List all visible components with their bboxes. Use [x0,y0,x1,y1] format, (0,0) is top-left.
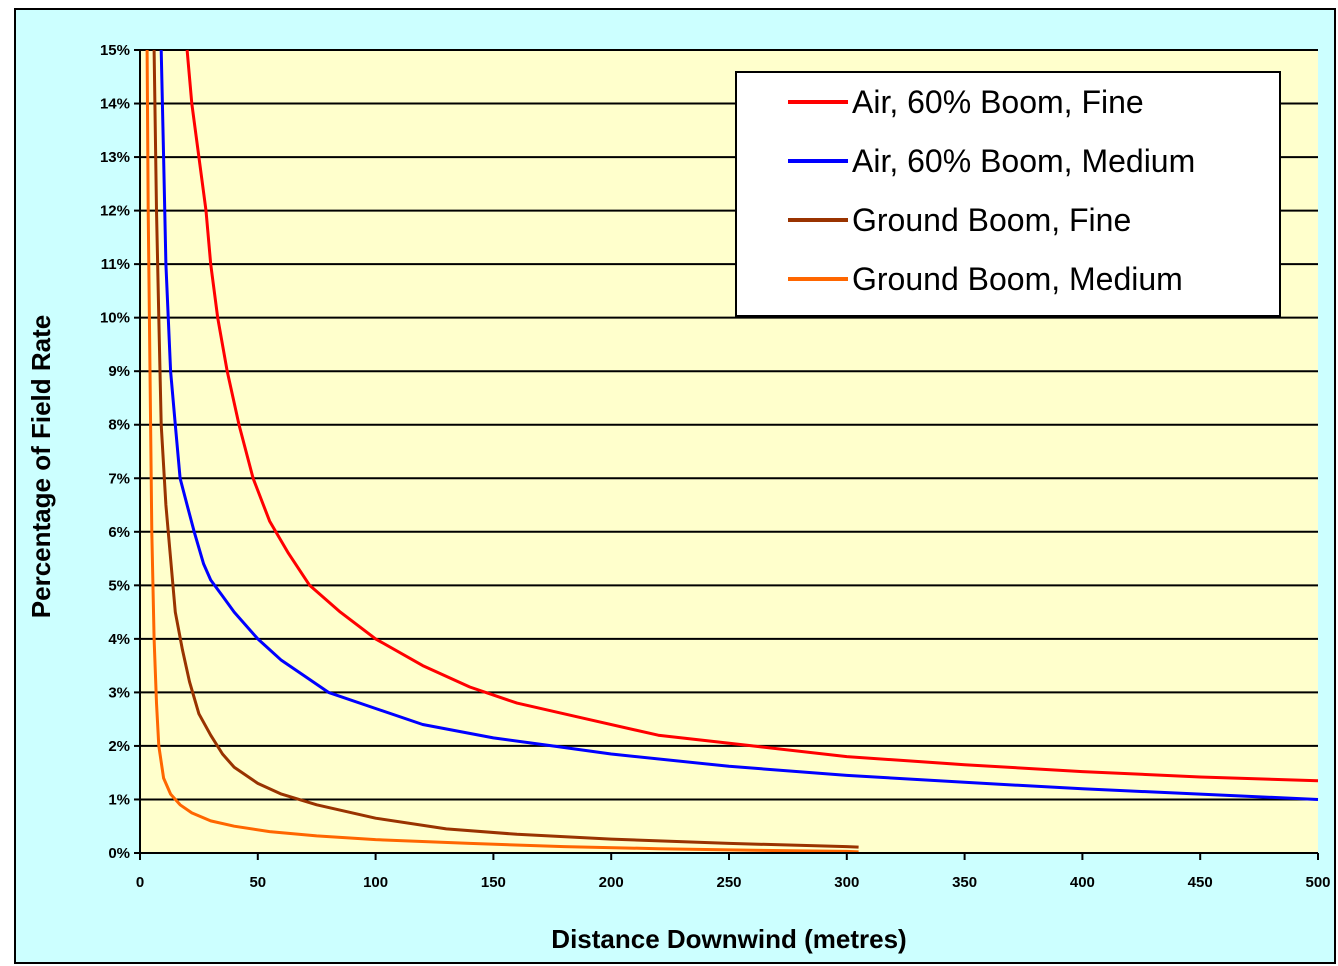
x-tick-label: 250 [716,874,741,891]
x-tick-label: 50 [249,874,266,891]
x-tick-label: 400 [1070,874,1095,891]
legend-label: Ground Boom, Fine [852,202,1131,238]
line-chart: 0% 1% 2% 3% 4% 5% 6% 7% 8% 9% 10% 11% 12% 13% 14% 15% 0 5… [26,42,1331,954]
series-line-3 [152,49,859,849]
y-axis-title: Percentage of Field Rate [26,315,56,618]
y-tick-label: 8% [108,417,130,434]
legend-box [735,71,1281,317]
x-axis-title: Distance Downwind (metres) [551,924,906,954]
x-tick-label: 200 [599,874,624,891]
series-lines [145,49,1319,854]
x-tick-label: 150 [481,874,506,891]
y-tick-label: 12% [100,203,130,220]
y-tick-label: 13% [100,149,130,166]
series-line-2 [159,49,1319,801]
y-tick-label: 2% [108,738,130,755]
series-line-1 [185,49,1319,783]
y-tick-label: 9% [108,363,130,380]
y-tick-label: 5% [108,577,130,594]
x-tick-label: 450 [1188,874,1213,891]
legend-label: Air, 60% Boom, Medium [852,143,1195,179]
axes [134,49,1319,860]
y-tick-label: 15% [100,42,130,59]
y-tick-label: 10% [100,310,130,327]
y-tick-label: 3% [108,684,130,701]
y-tick-label: 1% [108,791,130,808]
legend-label: Air, 60% Boom, Fine [852,84,1144,120]
y-tick-label: 11% [101,256,130,273]
x-tick-label: 300 [834,874,859,891]
y-tick-label: 6% [108,524,130,541]
legend: Air, 60% Boom, Fine Air, 60% Boom, Medium… [735,71,1281,317]
y-tick-label: 14% [100,96,130,113]
x-tick-label: 100 [363,874,388,891]
x-tick-label: 0 [136,874,144,891]
x-tick-label: 500 [1305,874,1330,891]
x-tick-label: 350 [952,874,977,891]
tick-labels: 0% 1% 2% 3% 4% 5% 6% 7% 8% 9% 10% 11% 12% 13% 14% 15% 0 5… [100,42,1331,891]
series-line-4 [145,49,859,854]
y-tick-label: 7% [108,470,130,487]
y-tick-label: 0% [108,845,130,862]
chart-frame: 0% 1% 2% 3% 4% 5% 6% 7% 8% 9% 10% 11% 12% 13% 14% 15% 0 5… [14,8,1336,964]
legend-label: Ground Boom, Medium [852,261,1183,297]
y-tick-label: 4% [108,631,130,648]
